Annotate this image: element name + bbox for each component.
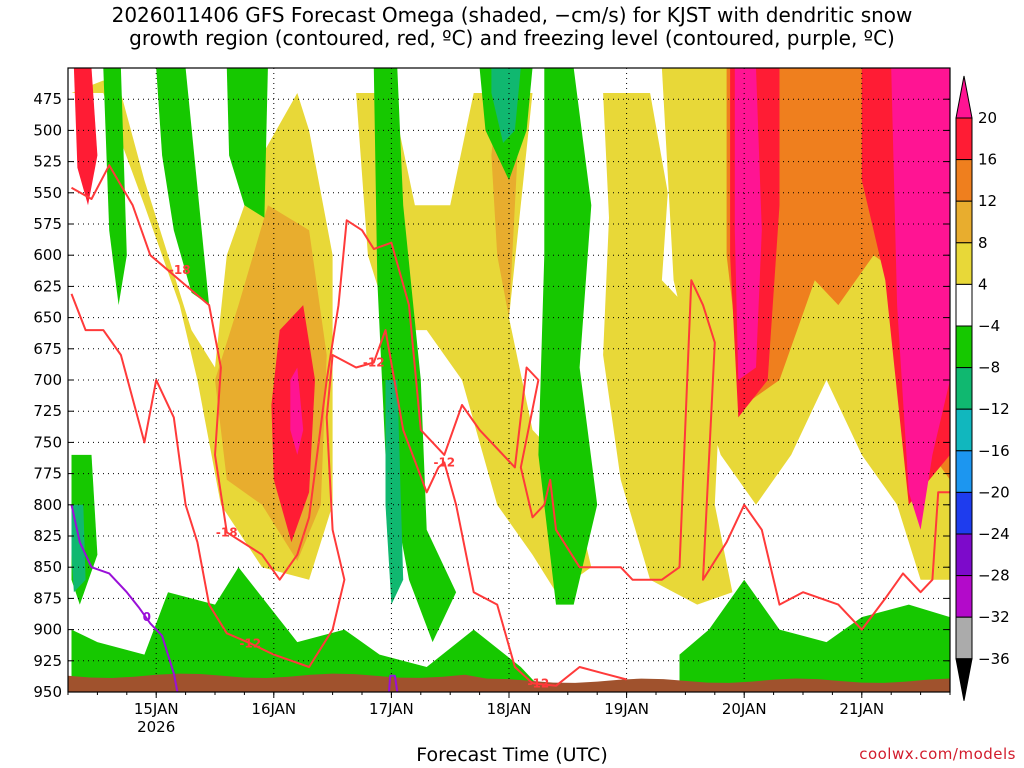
y-tick-label-525: 525 — [33, 153, 62, 171]
omega-shade-magenta-a — [290, 367, 304, 455]
contour-label-dgz-minus12-line-1-3: -12 — [528, 676, 550, 690]
colorbar-label-2: 12 — [978, 192, 997, 210]
y-tick-label-825: 825 — [33, 527, 62, 545]
colorbar-label-13: −36 — [978, 650, 1010, 668]
omega-shade-green-3 — [226, 68, 268, 218]
colorbar-label-0: 20 — [978, 109, 997, 127]
y-tick-label-950: 950 — [33, 683, 62, 701]
colorbar-band-5 — [955, 283, 973, 327]
colorbar-cap-bottom — [955, 658, 973, 701]
colorbar-label-12: −32 — [978, 608, 1010, 626]
source-credit: coolwx.com/models — [859, 745, 1016, 763]
colorbar-label-11: −28 — [978, 567, 1010, 585]
contour-dgz-minus18-line-1 — [71, 164, 950, 631]
colorbar: 20 16 12 8 4 −4 −8 −12 −16 −20 −24 −28 −32 −36 — [955, 75, 1010, 701]
chart-title-line-1: 2026011406 GFS Forecast Omega (shaded, −… — [111, 3, 913, 27]
y-tick-label-475: 475 — [33, 90, 62, 108]
colorbar-band-2 — [955, 159, 973, 202]
omega-shade-red-b — [73, 68, 98, 206]
omega-shade-green-4 — [373, 68, 457, 643]
colorbar-band-10 — [955, 491, 973, 535]
colorbar-label-5: −4 — [978, 317, 1000, 335]
colorbar-label-3: 8 — [978, 234, 988, 252]
colorbar-band-3 — [955, 200, 973, 244]
colorbar-label-6: −8 — [978, 359, 1000, 377]
omega-shade-yellow-b — [356, 93, 592, 593]
x-tick-label-20JAN: 20JAN — [722, 700, 767, 718]
colorbar-band-9 — [955, 450, 973, 493]
x-tick-label-17JAN: 17JAN — [369, 700, 414, 718]
colorbar-label-1: 16 — [978, 151, 997, 169]
y-tick-label-700: 700 — [33, 371, 62, 389]
contour-label-dgz-minus12-line-1-1: -12 — [363, 356, 385, 370]
omega-shade-teal-1 — [491, 68, 521, 143]
y-tick-label-675: 675 — [33, 340, 62, 358]
colorbar-band-8 — [955, 408, 973, 452]
chart-title: 2026011406 GFS Forecast Omega (shaded, −… — [0, 4, 1024, 50]
contour-label-dgz-minus12-line-1-0: -12 — [239, 636, 261, 650]
colorbar-label-7: −12 — [978, 400, 1010, 418]
y-tick-label-800: 800 — [33, 496, 62, 514]
contour-layer: -18 -18 -12 -12 -12 -12 0 — [70, 164, 950, 692]
colorbar-label-9: −20 — [978, 483, 1010, 501]
colorbar-band-13 — [955, 616, 973, 660]
omega-shade-green-5 — [538, 68, 598, 605]
omega-shade-magenta-c — [891, 68, 950, 530]
grid-layer — [68, 68, 950, 692]
omega-shade-green-1 — [103, 68, 127, 306]
x-tick-label-19JAN: 19JAN — [604, 700, 649, 718]
contour-dgz-minus12-line-1 — [70, 293, 627, 687]
contour-label-freezing-level-0-line-0: 0 — [143, 610, 151, 624]
colorbar-band-6 — [955, 325, 973, 369]
colorbar-band-1 — [955, 117, 973, 161]
colorbar-label-4: 4 — [978, 275, 988, 293]
x-axis-title: Forecast Time (UTC) — [416, 744, 608, 766]
y-tick-label-750: 750 — [33, 433, 62, 451]
x-tick-label-16JAN: 16JAN — [251, 700, 296, 718]
colorbar-band-12 — [955, 575, 973, 618]
omega-shade-green-2 — [156, 68, 210, 306]
omega-shade-green-9 — [679, 579, 950, 692]
y-tick-label-775: 775 — [33, 465, 62, 483]
contour-label-dgz-minus12-line-1-2: -12 — [433, 455, 455, 469]
colorbar-label-8: −16 — [978, 442, 1010, 460]
y-tick-label-625: 625 — [33, 277, 62, 295]
x-tick-label-18JAN: 18JAN — [487, 700, 532, 718]
y-tick-label-875: 875 — [33, 589, 62, 607]
colorbar-label-10: −24 — [978, 525, 1010, 543]
contour-freezing-level-0-line — [70, 504, 179, 692]
omega-shade-green-8 — [71, 567, 545, 692]
x-tick-label-21JAN: 21JAN — [839, 700, 884, 718]
y-tick-label-900: 900 — [33, 621, 62, 639]
y-tick-label-925: 925 — [33, 652, 62, 670]
omega-shade-teal-2 — [385, 380, 404, 605]
omega-shade-teal-3 — [71, 504, 86, 593]
y-tick-label-650: 650 — [33, 309, 62, 327]
y-axis: 475 500 525 550 575 600 625 650 675 700 725 750 775 8… — [33, 90, 950, 701]
colorbar-band-7 — [955, 367, 973, 410]
colorbar-band-4 — [955, 242, 973, 285]
y-tick-label-725: 725 — [33, 402, 62, 420]
terrain-floor — [68, 673, 950, 692]
colorbar-band-11 — [955, 533, 973, 577]
x-tick-label-15JAN: 15JAN — [134, 700, 179, 718]
terrain-layer — [68, 673, 950, 692]
y-tick-label-575: 575 — [33, 215, 62, 233]
y-tick-label-600: 600 — [33, 246, 62, 264]
colorbar-cap-top — [955, 75, 973, 119]
x-tick-sublabel-15JAN: 2026 — [137, 718, 175, 736]
y-tick-label-850: 850 — [33, 558, 62, 576]
chart-title-line-2: growth region (contoured, red, ºC) and f… — [129, 26, 895, 50]
y-tick-label-550: 550 — [33, 184, 62, 202]
contour-label-dgz-minus18-line-1-0: -18 — [169, 263, 191, 277]
contour-label-dgz-minus18-line-1-1: -18 — [216, 525, 238, 539]
omega-shading-layer — [71, 68, 950, 692]
y-tick-label-500: 500 — [33, 121, 62, 139]
contour-freezing-level-0-blip — [388, 674, 399, 692]
omega-shade-yellow-c — [603, 93, 733, 605]
